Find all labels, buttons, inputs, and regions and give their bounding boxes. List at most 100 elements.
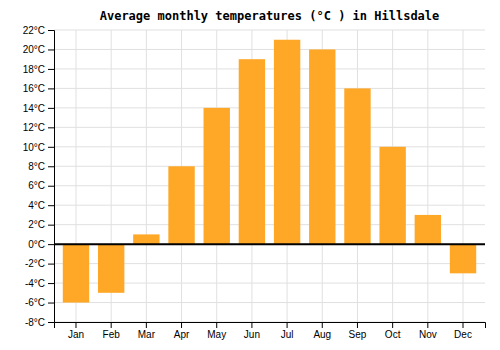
y-tick: 16°C [23, 83, 54, 94]
y-tick: -6°C [25, 297, 54, 308]
x-tick-label: May [207, 329, 226, 340]
y-tick-label: 4°C [28, 200, 45, 211]
y-tick-mark [48, 186, 54, 187]
x-tick: Jan [68, 322, 84, 340]
x-tick-mark [322, 322, 323, 328]
y-tick-mark [48, 244, 54, 245]
y-tick-label: 8°C [28, 161, 45, 172]
y-grid-line [54, 302, 485, 303]
x-axis-line [55, 323, 486, 329]
y-grid-line [54, 68, 485, 69]
y-tick-mark [48, 147, 54, 148]
x-tick-label: Mar [138, 329, 156, 340]
x-tick-mark [216, 322, 217, 328]
y-tick: 2°C [28, 219, 54, 230]
y-tick-mark [48, 303, 54, 304]
x-axis: Jan Feb Mar Apr May Jun Jul Aug Sep Oct Nov Dec [55, 322, 486, 340]
x-tick-mark [181, 322, 182, 328]
x-tick-mark [75, 322, 76, 328]
y-grid-line [54, 244, 485, 245]
y-grid-line [54, 107, 485, 108]
y-tick-label: 0°C [28, 239, 45, 250]
x-tick-label: Oct [385, 329, 401, 340]
x-tick: May [207, 322, 226, 340]
bar [450, 244, 476, 273]
y-tick-label: -6°C [25, 297, 45, 308]
y-tick: 20°C [23, 44, 54, 55]
y-tick-label: 12°C [23, 122, 45, 133]
grid [54, 30, 485, 322]
bar [379, 147, 405, 244]
x-tick-mark [146, 322, 147, 328]
x-tick: Jul [281, 322, 294, 340]
y-tick: -8°C [25, 317, 54, 328]
x-grid-line [463, 30, 464, 322]
y-tick-mark [48, 166, 54, 167]
bar [239, 59, 265, 244]
title: Average monthly temperatures (°C ) in Hi… [100, 9, 440, 23]
zero-line [54, 243, 485, 245]
y-tick-mark [48, 127, 54, 128]
bar [274, 40, 300, 244]
y-tick: 14°C [23, 103, 54, 114]
y-tick: -4°C [25, 278, 54, 289]
x-tick: Jun [244, 322, 260, 340]
x-tick-label: Feb [103, 329, 121, 340]
x-grid-line [427, 30, 428, 322]
y-tick-mark [48, 30, 54, 31]
y-tick: 8°C [28, 161, 54, 172]
y-grid-line [54, 166, 485, 167]
y-tick-label: 16°C [23, 83, 45, 94]
x-tick: Nov [419, 322, 437, 340]
x-tick-label: Dec [454, 329, 472, 340]
x-tick: Oct [385, 322, 401, 340]
x-tick-label: Sep [349, 329, 367, 340]
y-tick: 12°C [23, 122, 54, 133]
y-tick-label: 20°C [23, 44, 45, 55]
x-tick-mark [111, 322, 112, 328]
plot-area [54, 40, 485, 303]
x-grid-line [146, 30, 147, 322]
y-tick-mark [48, 88, 54, 89]
y-tick-mark [48, 322, 54, 323]
x-tick-label: Aug [313, 329, 331, 340]
x-tick: Mar [138, 322, 156, 340]
y-tick: 6°C [28, 180, 54, 191]
y-tick-label: 22°C [23, 25, 45, 36]
bar [168, 166, 194, 244]
chart: -8°C -6°C -4°C -2°C 0°C 2°C 4°C 6°C 8°C 10°C 12°C 1… [0, 0, 500, 350]
x-tick: Aug [313, 322, 331, 340]
x-tick-label: Jan [68, 329, 84, 340]
y-tick-mark [48, 225, 54, 226]
bar [98, 244, 124, 293]
x-tick-mark [392, 322, 393, 328]
x-tick-label: Apr [174, 329, 190, 340]
y-tick: 10°C [23, 142, 54, 153]
bar [63, 244, 89, 302]
x-tick-mark [357, 322, 358, 328]
x-tick: Apr [174, 322, 190, 340]
y-grid-line [54, 49, 485, 50]
y-axis: -8°C -6°C -4°C -2°C 0°C 2°C 4°C 6°C 8°C 10°C 12°C 1… [23, 25, 55, 328]
y-axis-line [48, 31, 55, 323]
y-tick-label: -2°C [25, 258, 45, 269]
x-tick: Sep [349, 322, 367, 340]
y-tick-label: -4°C [25, 278, 45, 289]
bar [344, 88, 370, 244]
x-tick-mark [427, 322, 428, 328]
y-grid-line [54, 127, 485, 128]
y-tick-mark [48, 205, 54, 206]
y-tick-label: 2°C [28, 219, 45, 230]
y-grid-line [54, 205, 485, 206]
y-grid-line [54, 30, 485, 31]
y-tick-mark [48, 49, 54, 50]
y-tick-label: 14°C [23, 103, 45, 114]
x-tick-mark [463, 322, 464, 328]
x-tick: Dec [454, 322, 472, 340]
y-tick-label: -8°C [25, 317, 45, 328]
bar [415, 215, 441, 244]
bar [309, 49, 335, 244]
y-tick: 4°C [28, 200, 54, 211]
y-tick-label: 6°C [28, 180, 45, 191]
x-tick-mark [251, 322, 252, 328]
